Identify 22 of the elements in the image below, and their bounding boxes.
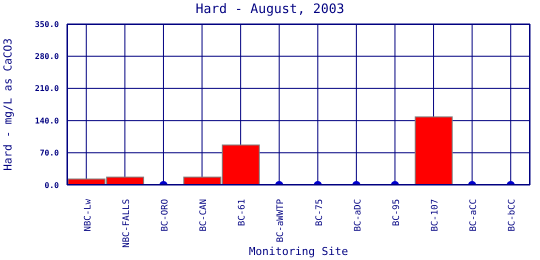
x-tick-label: BC-bCC	[508, 199, 518, 232]
chart-title: Hard - August, 2003	[194, 2, 346, 17]
y-tick-label: 70.0	[40, 148, 60, 158]
y-tick-label: 210.0	[34, 84, 60, 94]
x-tick-label: BC-aDC	[353, 199, 364, 232]
x-tick-label: BC-61	[238, 199, 248, 226]
x-tick-label: NBC-Lw	[83, 198, 94, 232]
x-tick-label: BC-ORO	[160, 199, 170, 232]
x-tick-label: NBC-FALLS	[122, 199, 132, 248]
x-tick-label: BC-107	[430, 199, 441, 232]
x-tick-label: BC-75	[314, 199, 325, 226]
x-tick-label: BC-aWWTP	[276, 198, 286, 242]
y-axis-title: Hard - mg/L as CaCO3	[2, 38, 15, 171]
y-tick-label: 0.0	[44, 180, 60, 190]
y-tick-label: 140.0	[34, 116, 60, 126]
y-tick-label: 280.0	[34, 52, 60, 62]
y-tick-label: 350.0	[34, 20, 60, 29]
bar	[414, 116, 453, 185]
x-axis-title: Monitoring Site	[248, 245, 348, 258]
x-tick-label: BC-aCC	[469, 199, 480, 232]
x-tick-label: BC-CAN	[199, 199, 210, 232]
x-tick-label: BC-95	[392, 199, 402, 226]
